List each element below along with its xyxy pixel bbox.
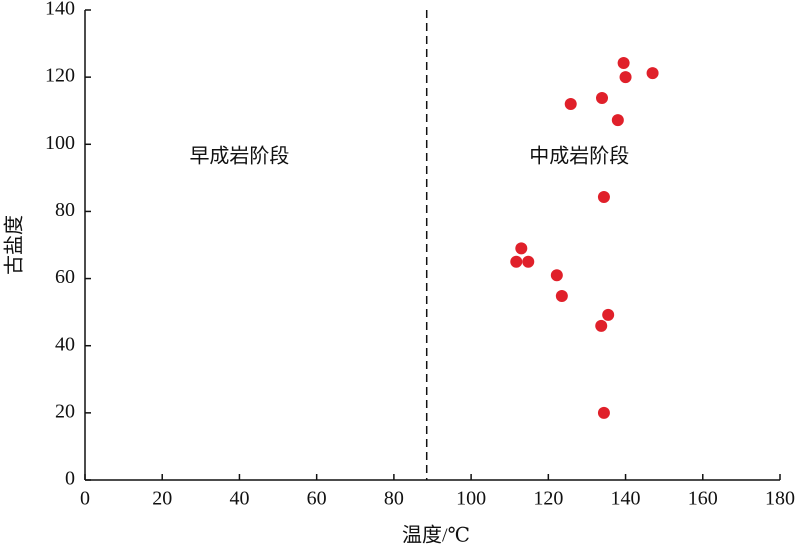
y-tick-label: 140 xyxy=(45,0,75,20)
point xyxy=(550,269,563,282)
x-tick-label: 80 xyxy=(384,488,404,510)
y-tick-label: 0 xyxy=(65,468,75,490)
y-tick-label: 120 xyxy=(45,65,75,87)
point xyxy=(597,406,610,419)
y-tick-label: 40 xyxy=(55,333,75,355)
point xyxy=(611,114,624,127)
x-tick-label: 20 xyxy=(152,488,172,510)
annotation: 早成岩阶段 xyxy=(189,144,289,167)
point xyxy=(595,319,608,332)
y-tick-label: 20 xyxy=(55,400,75,422)
point xyxy=(602,308,615,321)
point xyxy=(564,98,577,110)
point xyxy=(617,57,630,70)
point xyxy=(619,71,632,84)
x-tick-label: 60 xyxy=(307,488,327,510)
x-tick-label: 40 xyxy=(229,488,249,510)
x-axis-label: 温度/℃ xyxy=(402,524,470,547)
x-tick-label: 120 xyxy=(533,488,563,510)
point xyxy=(510,255,523,268)
y-tick-label: 100 xyxy=(45,132,75,154)
x-tick-label: 100 xyxy=(456,488,486,510)
point xyxy=(515,242,528,255)
y-axis-label: 古盐度 xyxy=(3,215,26,275)
annotation: 中成岩阶段 xyxy=(529,144,629,167)
y-tick-label: 60 xyxy=(55,266,75,288)
x-tick-label: 0 xyxy=(80,488,90,510)
point xyxy=(522,255,535,268)
x-tick-label: 140 xyxy=(611,488,641,510)
point xyxy=(555,290,568,303)
point xyxy=(596,91,609,104)
x-tick-label: 180 xyxy=(765,488,795,510)
point xyxy=(646,67,659,80)
x-tick-label: 160 xyxy=(688,488,718,510)
point xyxy=(597,190,610,203)
y-tick-label: 80 xyxy=(55,199,75,221)
